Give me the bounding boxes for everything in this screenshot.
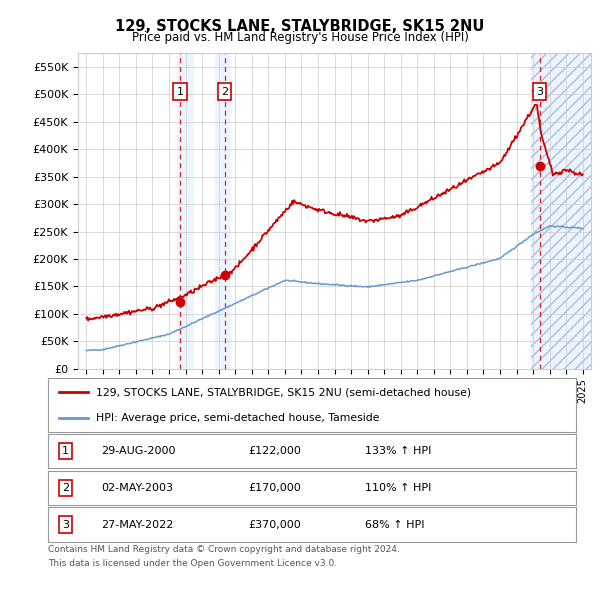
Bar bbox=[215, 53, 231, 369]
Bar bbox=[532, 53, 591, 369]
Bar bbox=[532, 53, 591, 369]
Text: £170,000: £170,000 bbox=[248, 483, 301, 493]
Text: 129, STOCKS LANE, STALYBRIDGE, SK15 2NU (semi-detached house): 129, STOCKS LANE, STALYBRIDGE, SK15 2NU … bbox=[95, 387, 470, 397]
Text: £122,000: £122,000 bbox=[248, 447, 302, 456]
Text: 2: 2 bbox=[221, 87, 229, 97]
Text: 2: 2 bbox=[62, 483, 69, 493]
Text: 3: 3 bbox=[62, 520, 69, 529]
Text: HPI: Average price, semi-detached house, Tameside: HPI: Average price, semi-detached house,… bbox=[95, 414, 379, 423]
Text: 110% ↑ HPI: 110% ↑ HPI bbox=[365, 483, 431, 493]
Text: Contains HM Land Registry data © Crown copyright and database right 2024.: Contains HM Land Registry data © Crown c… bbox=[48, 545, 400, 553]
Text: 1: 1 bbox=[62, 447, 69, 456]
Text: 133% ↑ HPI: 133% ↑ HPI bbox=[365, 447, 431, 456]
Text: 02-MAY-2003: 02-MAY-2003 bbox=[101, 483, 173, 493]
Text: 1: 1 bbox=[176, 87, 184, 97]
Text: 27-MAY-2022: 27-MAY-2022 bbox=[101, 520, 173, 529]
Text: £370,000: £370,000 bbox=[248, 520, 301, 529]
Text: 3: 3 bbox=[536, 87, 544, 97]
Text: This data is licensed under the Open Government Licence v3.0.: This data is licensed under the Open Gov… bbox=[48, 559, 337, 568]
Text: Price paid vs. HM Land Registry's House Price Index (HPI): Price paid vs. HM Land Registry's House … bbox=[131, 31, 469, 44]
Text: 29-AUG-2000: 29-AUG-2000 bbox=[101, 447, 175, 456]
Bar bbox=[177, 53, 194, 369]
Text: 68% ↑ HPI: 68% ↑ HPI bbox=[365, 520, 424, 529]
Text: 129, STOCKS LANE, STALYBRIDGE, SK15 2NU: 129, STOCKS LANE, STALYBRIDGE, SK15 2NU bbox=[115, 19, 485, 34]
